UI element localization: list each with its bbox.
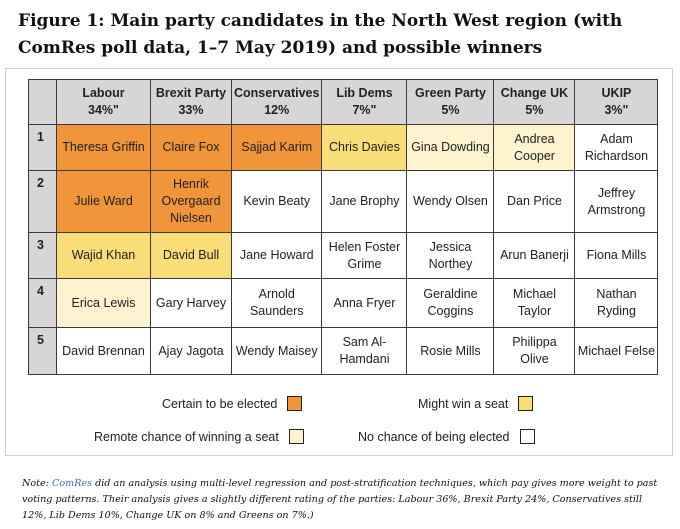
- party-name: Lib Dems: [336, 86, 393, 100]
- corner-cell: [28, 79, 57, 125]
- party-poll: 12%: [264, 103, 290, 117]
- header-row: Labour 34%" Brexit Party 33% Conservatives…: [28, 79, 659, 125]
- legend-remote: Remote chance of winning a seat: [94, 429, 304, 444]
- candidate-cell: Geraldine Coggins: [406, 278, 495, 328]
- legend-certain-label: Certain to be elected: [162, 396, 278, 411]
- party-name: UKIP: [601, 86, 632, 100]
- candidate-cell: Jeffrey Armstrong: [574, 170, 659, 233]
- candidate-cell: Wendy Olsen: [406, 170, 495, 233]
- rank-cell: 5: [28, 327, 57, 375]
- party-poll: 5%: [441, 103, 460, 117]
- legend-certain: Certain to be elected: [162, 396, 303, 411]
- candidate-row: 1 Theresa Griffin Claire Fox Sajjad Karim Ch…: [28, 124, 659, 171]
- legend-remote-swatch: [288, 429, 304, 444]
- candidate-cell: Wendy Maisey: [230, 327, 323, 375]
- legend-might: Might win a seat: [418, 396, 534, 411]
- candidate-cell: Adam Richardson: [574, 124, 659, 171]
- candidate-cell: Jane Howard: [230, 232, 323, 279]
- legend-might-label: Might win a seat: [418, 396, 509, 411]
- candidate-cell: Julie Ward: [56, 170, 151, 233]
- legend-remote-label: Remote chance of winning a seat: [94, 429, 279, 444]
- rank-cell: 2: [28, 170, 57, 233]
- party-poll: 33%: [178, 103, 204, 117]
- candidate-cell: David Bull: [150, 232, 232, 279]
- candidate-cell: Arnold Saunders: [230, 278, 323, 328]
- candidate-cell: Theresa Griffin: [56, 124, 151, 171]
- candidate-cell: Rosie Mills: [406, 327, 495, 375]
- candidate-cell: Gina Dowding: [406, 124, 495, 171]
- party-name: Conservatives: [234, 86, 320, 100]
- candidate-cell: Sam Al-Hamdani: [321, 327, 408, 375]
- party-poll: 7%": [352, 103, 377, 117]
- party-name: Brexit Party: [155, 86, 227, 100]
- candidate-row: 4 Erica Lewis Gary Harvey Arnold Saunders An…: [28, 278, 659, 328]
- candidate-cell: Sajjad Karim: [230, 124, 323, 171]
- figure-title: Figure 1: Main party candidates in the N…: [18, 11, 623, 58]
- candidate-cell: Dan Price: [493, 170, 576, 233]
- party-poll: 3%": [604, 103, 629, 117]
- legend-none-swatch: [519, 429, 535, 444]
- party-header: UKIP 3%": [574, 79, 659, 125]
- candidate-cell: Wajid Khan: [56, 232, 151, 279]
- party-poll: 34%": [88, 103, 119, 117]
- footnote-text: did an analysis using multi-level regres…: [22, 478, 658, 521]
- candidate-cell: Claire Fox: [150, 124, 232, 171]
- candidate-cell: Michael Taylor: [493, 278, 576, 328]
- figure-frame: [5, 68, 673, 456]
- candidate-cell: Helen Foster Grime: [321, 232, 408, 279]
- candidate-cell: Michael Felse: [574, 327, 659, 375]
- candidate-cell: Kevin Beaty: [230, 170, 323, 233]
- party-header: Green Party 5%: [406, 79, 495, 125]
- party-header: Lib Dems 7%": [321, 79, 408, 125]
- rank-cell: 3: [28, 232, 57, 279]
- party-header: Change UK 5%: [493, 79, 576, 125]
- party-name: Change UK: [500, 86, 569, 100]
- party-name: Labour: [82, 86, 125, 100]
- candidate-cell: Henrik Overgaard Nielsen: [150, 170, 232, 233]
- candidate-cell: Andrea Cooper: [493, 124, 576, 171]
- candidate-cell: Fiona Mills: [574, 232, 659, 279]
- legend-none: No chance of being elected: [358, 429, 535, 444]
- party-name: Green Party: [415, 86, 486, 100]
- footnote-lead: Note:: [22, 478, 52, 489]
- candidate-cell: Anna Fryer: [321, 278, 408, 328]
- candidate-cell: Gary Harvey: [150, 278, 232, 328]
- legend-none-label: No chance of being elected: [358, 429, 510, 444]
- footnote: Note: ComRes did an analysis using multi…: [22, 476, 662, 524]
- party-poll: 5%: [525, 103, 544, 117]
- party-header: Brexit Party 33%: [150, 79, 232, 125]
- comres-link[interactable]: ComRes: [52, 478, 93, 489]
- rank-cell: 4: [28, 278, 57, 328]
- legend-might-swatch: [518, 396, 534, 411]
- legend-certain-swatch: [287, 396, 303, 411]
- candidate-row: 5 David Brennan Ajay Jagota Wendy Maisey Sam…: [28, 327, 659, 375]
- candidate-cell: Nathan Ryding: [574, 278, 659, 328]
- candidate-cell: Jane Brophy: [321, 170, 408, 233]
- candidates-table: Labour 34%" Brexit Party 33% Conservatives…: [28, 79, 659, 375]
- party-header: Labour 34%": [56, 79, 151, 125]
- candidate-cell: Jessica Northey: [406, 232, 495, 279]
- candidate-cell: Erica Lewis: [56, 278, 151, 328]
- candidate-cell: Chris Davies: [321, 124, 408, 171]
- candidate-cell: Ajay Jagota: [150, 327, 232, 375]
- candidate-row: 3 Wajid Khan David Bull Jane Howard Helen Fo…: [28, 232, 659, 279]
- candidate-row: 2 Julie Ward Henrik Overgaard Nielsen Kevin…: [28, 170, 659, 233]
- rank-cell: 1: [28, 124, 57, 171]
- party-header: Conservatives 12%: [230, 79, 323, 125]
- candidate-cell: Arun Banerji: [493, 232, 576, 279]
- candidate-cell: Philippa Olive: [493, 327, 576, 375]
- candidate-cell: David Brennan: [56, 327, 151, 375]
